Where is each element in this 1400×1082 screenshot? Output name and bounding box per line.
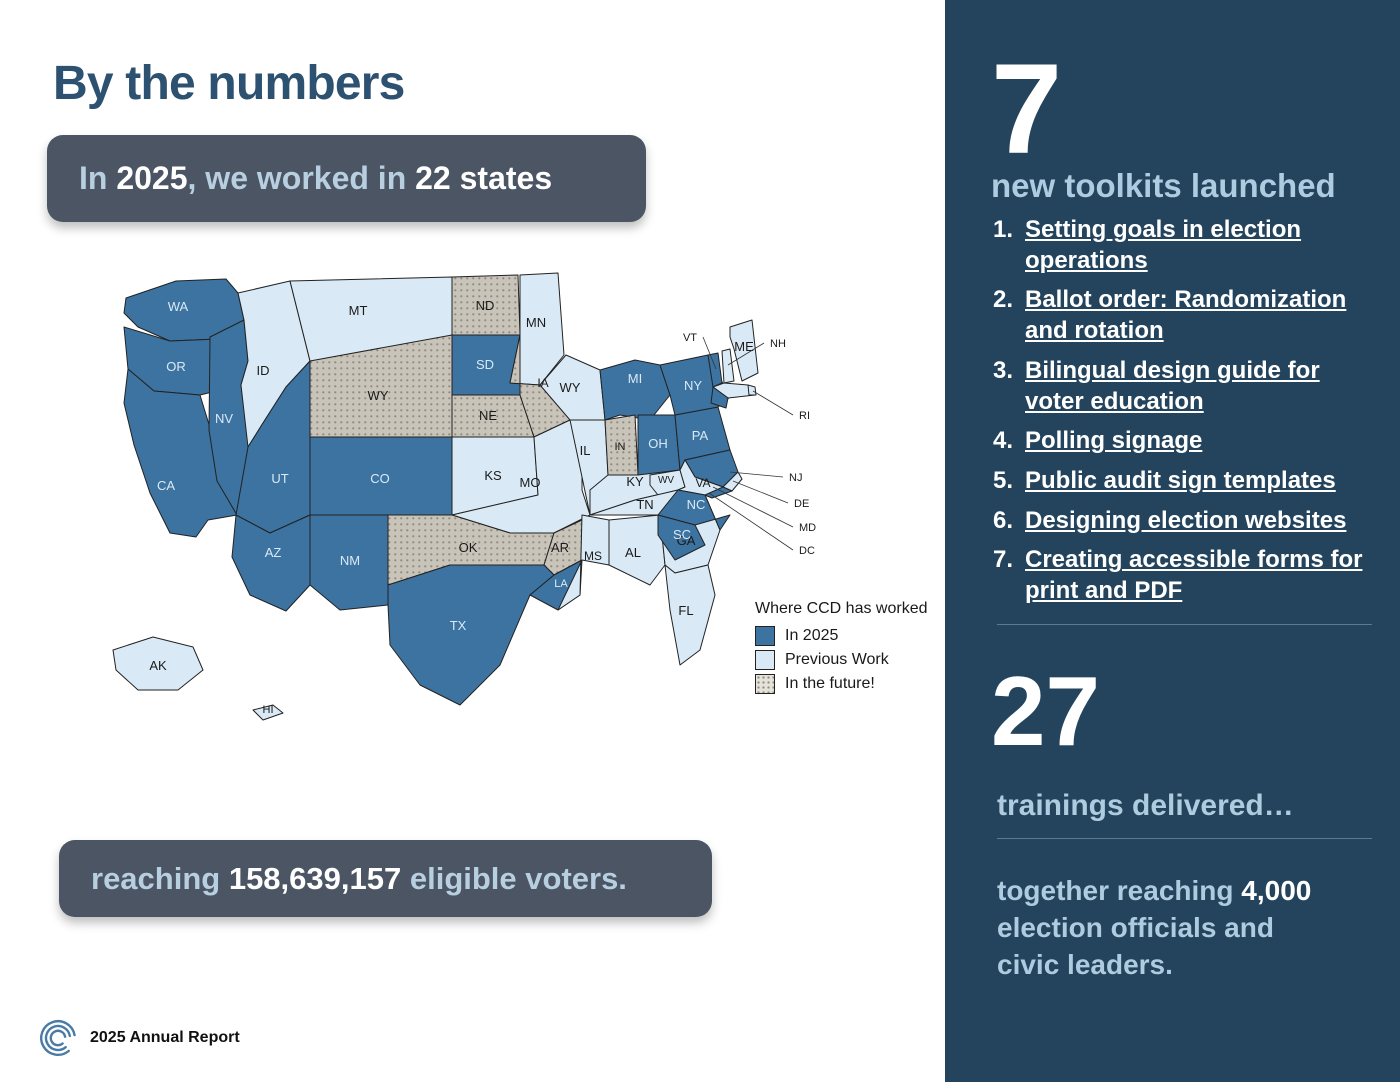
svg-text:KS: KS xyxy=(484,468,502,483)
svg-text:LA: LA xyxy=(554,578,568,590)
svg-text:IA: IA xyxy=(537,376,548,390)
svg-text:AK: AK xyxy=(149,658,167,673)
svg-text:ME: ME xyxy=(734,339,754,354)
svg-text:AL: AL xyxy=(625,545,641,560)
svg-text:AR: AR xyxy=(551,540,569,555)
svg-text:OK: OK xyxy=(459,540,478,555)
svg-text:ND: ND xyxy=(476,298,495,313)
svg-text:NC: NC xyxy=(687,497,706,512)
svg-text:HI: HI xyxy=(263,704,274,716)
svg-text:WY: WY xyxy=(560,380,581,395)
svg-text:NE: NE xyxy=(479,408,497,423)
svg-text:MN: MN xyxy=(526,315,546,330)
svg-text:AZ: AZ xyxy=(265,545,282,560)
svg-text:CA: CA xyxy=(157,478,175,493)
svg-text:WA: WA xyxy=(168,299,189,314)
svg-text:WV: WV xyxy=(658,475,674,486)
svg-text:MS: MS xyxy=(584,549,602,563)
svg-text:OR: OR xyxy=(166,359,186,374)
svg-text:OH: OH xyxy=(648,436,668,451)
svg-text:VA: VA xyxy=(695,476,710,490)
svg-text:NJ: NJ xyxy=(789,472,802,484)
svg-text:DE: DE xyxy=(794,498,809,510)
svg-text:MO: MO xyxy=(520,475,541,490)
svg-text:NM: NM xyxy=(340,553,360,568)
svg-text:FL: FL xyxy=(678,603,693,618)
svg-text:MD: MD xyxy=(799,522,816,534)
svg-text:PA: PA xyxy=(692,428,709,443)
svg-text:TN: TN xyxy=(636,497,653,512)
svg-text:KY: KY xyxy=(626,474,644,489)
svg-text:RI: RI xyxy=(799,410,810,422)
svg-text:MI: MI xyxy=(628,371,642,386)
svg-text:UT: UT xyxy=(271,471,288,486)
svg-text:IL: IL xyxy=(580,443,591,458)
svg-text:DC: DC xyxy=(799,545,815,557)
svg-text:SC: SC xyxy=(673,527,691,542)
svg-text:VT: VT xyxy=(683,332,697,344)
svg-text:NY: NY xyxy=(684,378,702,393)
svg-text:CO: CO xyxy=(370,471,390,486)
svg-text:SD: SD xyxy=(476,357,494,372)
svg-text:TX: TX xyxy=(450,618,467,633)
svg-text:WY: WY xyxy=(368,388,389,403)
svg-text:NV: NV xyxy=(215,411,233,426)
svg-text:ID: ID xyxy=(257,363,270,378)
svg-text:MT: MT xyxy=(349,303,368,318)
svg-text:IN: IN xyxy=(615,441,626,453)
svg-text:NH: NH xyxy=(770,338,786,350)
